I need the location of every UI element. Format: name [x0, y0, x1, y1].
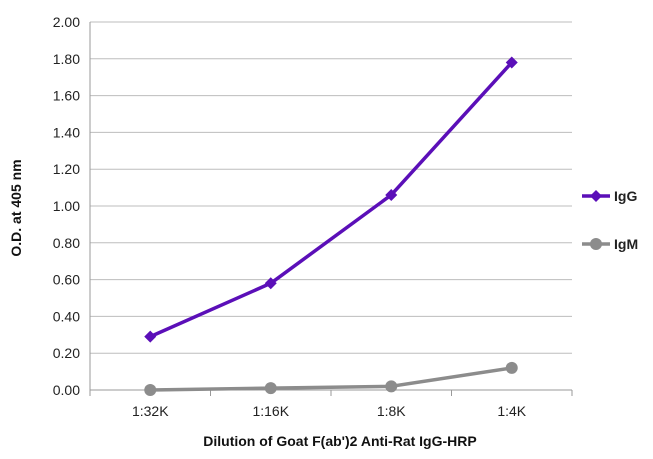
series-igg: [144, 56, 518, 343]
legend-label: IgM: [614, 236, 638, 252]
data-point-igg: [264, 277, 277, 290]
data-point-igg: [385, 188, 398, 201]
y-tick-label: 1.40: [53, 124, 80, 140]
data-point-igm: [144, 384, 157, 396]
legend-item-igg: IgG: [582, 188, 637, 204]
x-tick-label: 1:16K: [252, 403, 289, 419]
y-tick-label: 1.00: [53, 198, 80, 214]
legend-swatch-marker: [590, 190, 602, 202]
data-point-igm: [505, 361, 518, 374]
y-tick-label: 0.00: [53, 382, 80, 398]
y-tick-label: 2.00: [53, 14, 80, 30]
series: [144, 56, 518, 396]
y-tick-labels: 0.00 0.20 0.40 0.60 0.80 1.00 1.20 1.40 1.60 1.80…: [53, 14, 80, 398]
data-point-igm: [385, 380, 398, 393]
series-line-igg: [149, 61, 514, 339]
legend-swatch-marker: [590, 238, 602, 250]
y-tick-label: 0.40: [53, 308, 80, 324]
x-tick-label: 1:4K: [497, 403, 526, 419]
data-point-igm: [264, 382, 277, 395]
y-tick-label: 0.60: [53, 272, 80, 288]
y-tick-label: 0.20: [53, 345, 80, 361]
y-tick-label: 0.80: [53, 235, 80, 251]
y-tick-label: 1.60: [53, 88, 80, 104]
gridlines: [90, 21, 572, 354]
y-tick-label: 1.20: [53, 161, 80, 177]
series-line-igm: [150, 366, 513, 392]
legend: IgG IgM: [582, 188, 638, 252]
series-igm: [144, 361, 518, 396]
x-tick-label: 1:8K: [377, 403, 406, 419]
x-tick-labels: 1:32K 1:16K 1:8K 1:4K: [132, 403, 527, 419]
data-point-igg: [505, 56, 518, 69]
y-tick-label: 1.80: [53, 51, 80, 67]
x-tick-label: 1:32K: [132, 403, 169, 419]
legend-label: IgG: [614, 188, 637, 204]
data-point-igg: [144, 330, 157, 343]
x-axis-title: Dilution of Goat F(ab')2 Anti-Rat IgG-HR…: [203, 433, 476, 449]
legend-item-igm: IgM: [582, 236, 638, 252]
y-axis-title: O.D. at 405 nm: [8, 159, 24, 256]
